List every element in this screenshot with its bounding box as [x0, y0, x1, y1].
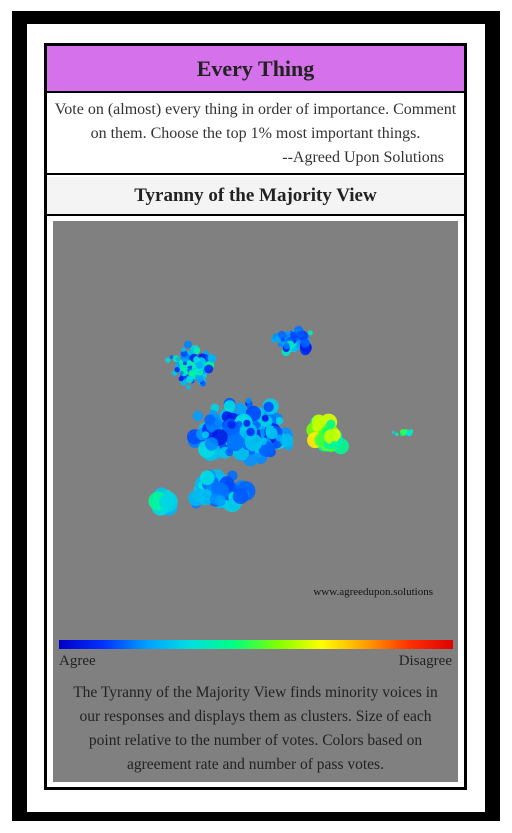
- description-text: Vote on (almost) every thing in order of…: [54, 101, 457, 142]
- section-title: Tyranny of the Majority View: [47, 177, 464, 216]
- cluster-point: [405, 430, 412, 437]
- cluster-point: [226, 433, 245, 451]
- cluster-point: [277, 342, 283, 348]
- cluster-point: [245, 397, 252, 405]
- cluster-point: [165, 357, 171, 363]
- cluster-point: [326, 419, 336, 429]
- cluster-point: [391, 430, 395, 434]
- cluster-point: [225, 448, 234, 457]
- cluster-point: [186, 384, 191, 390]
- cluster-point: [207, 354, 217, 363]
- cluster-point: [195, 373, 204, 383]
- legend-disagree: Disagree: [398, 653, 452, 669]
- watermark: www.agreedupon.solutions: [313, 586, 433, 598]
- cluster-point: [199, 470, 215, 486]
- caption: The Tyranny of the Majority View finds m…: [73, 684, 438, 773]
- card-title: Every Thing: [47, 46, 464, 93]
- cluster-point: [158, 494, 174, 510]
- cluster-point: [290, 333, 298, 341]
- cluster-point: [197, 489, 214, 506]
- card: Every Thing Vote on (almost) every thing…: [44, 43, 467, 790]
- legend-agree: Agree: [59, 653, 96, 669]
- cluster-point: [263, 401, 274, 413]
- cluster-point: [246, 427, 255, 437]
- cluster-point: [181, 347, 186, 352]
- cluster-point: [283, 342, 290, 350]
- cluster-point: [280, 337, 286, 342]
- cluster-point: [223, 400, 236, 412]
- cluster-plot: [148, 325, 414, 516]
- cluster-point: [395, 432, 399, 436]
- cluster-point: [186, 375, 194, 384]
- cluster-point: [232, 488, 249, 505]
- cluster-point: [193, 347, 201, 355]
- cluster-point: [174, 367, 180, 373]
- cluster-point: [300, 338, 310, 348]
- cluster-point: [227, 420, 236, 429]
- cluster-point: [180, 350, 188, 357]
- cluster-point: [179, 370, 184, 375]
- cluster-point: [285, 330, 291, 336]
- cluster-point: [204, 437, 219, 451]
- cluster-point: [204, 364, 214, 374]
- cluster-point: [215, 495, 226, 507]
- cluster-point: [201, 431, 210, 439]
- cluster-point: [330, 441, 339, 450]
- cluster-point: [323, 429, 339, 445]
- cluster-point: [182, 361, 187, 366]
- cluster-point: [296, 330, 304, 338]
- cluster-point: [311, 414, 326, 429]
- cluster-point: [280, 433, 294, 448]
- cluster-point: [178, 376, 184, 382]
- cluster-point: [192, 410, 204, 422]
- cluster-point: [234, 402, 246, 414]
- cluster-point: [265, 427, 278, 440]
- card-description: Vote on (almost) every thing in order of…: [47, 93, 464, 175]
- cluster-point: [204, 414, 216, 426]
- cluster-point: [175, 356, 180, 361]
- cluster-point: [195, 361, 204, 369]
- cluster-point: [243, 419, 251, 427]
- cluster-point: [401, 429, 407, 435]
- cluster-point: [278, 330, 286, 339]
- cluster-point: [169, 355, 174, 360]
- color-scale-bar: [59, 640, 453, 649]
- cluster-point: [275, 417, 284, 425]
- cluster-point: [211, 481, 225, 495]
- visualization-panel: www.agreedupon.solutions Agree Disagree …: [53, 221, 458, 782]
- cluster-point: [184, 340, 192, 349]
- cluster-point: [307, 330, 313, 336]
- attribution: --Agreed Upon Solutions: [282, 149, 444, 166]
- cluster-point: [235, 420, 243, 428]
- cluster-point: [261, 414, 269, 422]
